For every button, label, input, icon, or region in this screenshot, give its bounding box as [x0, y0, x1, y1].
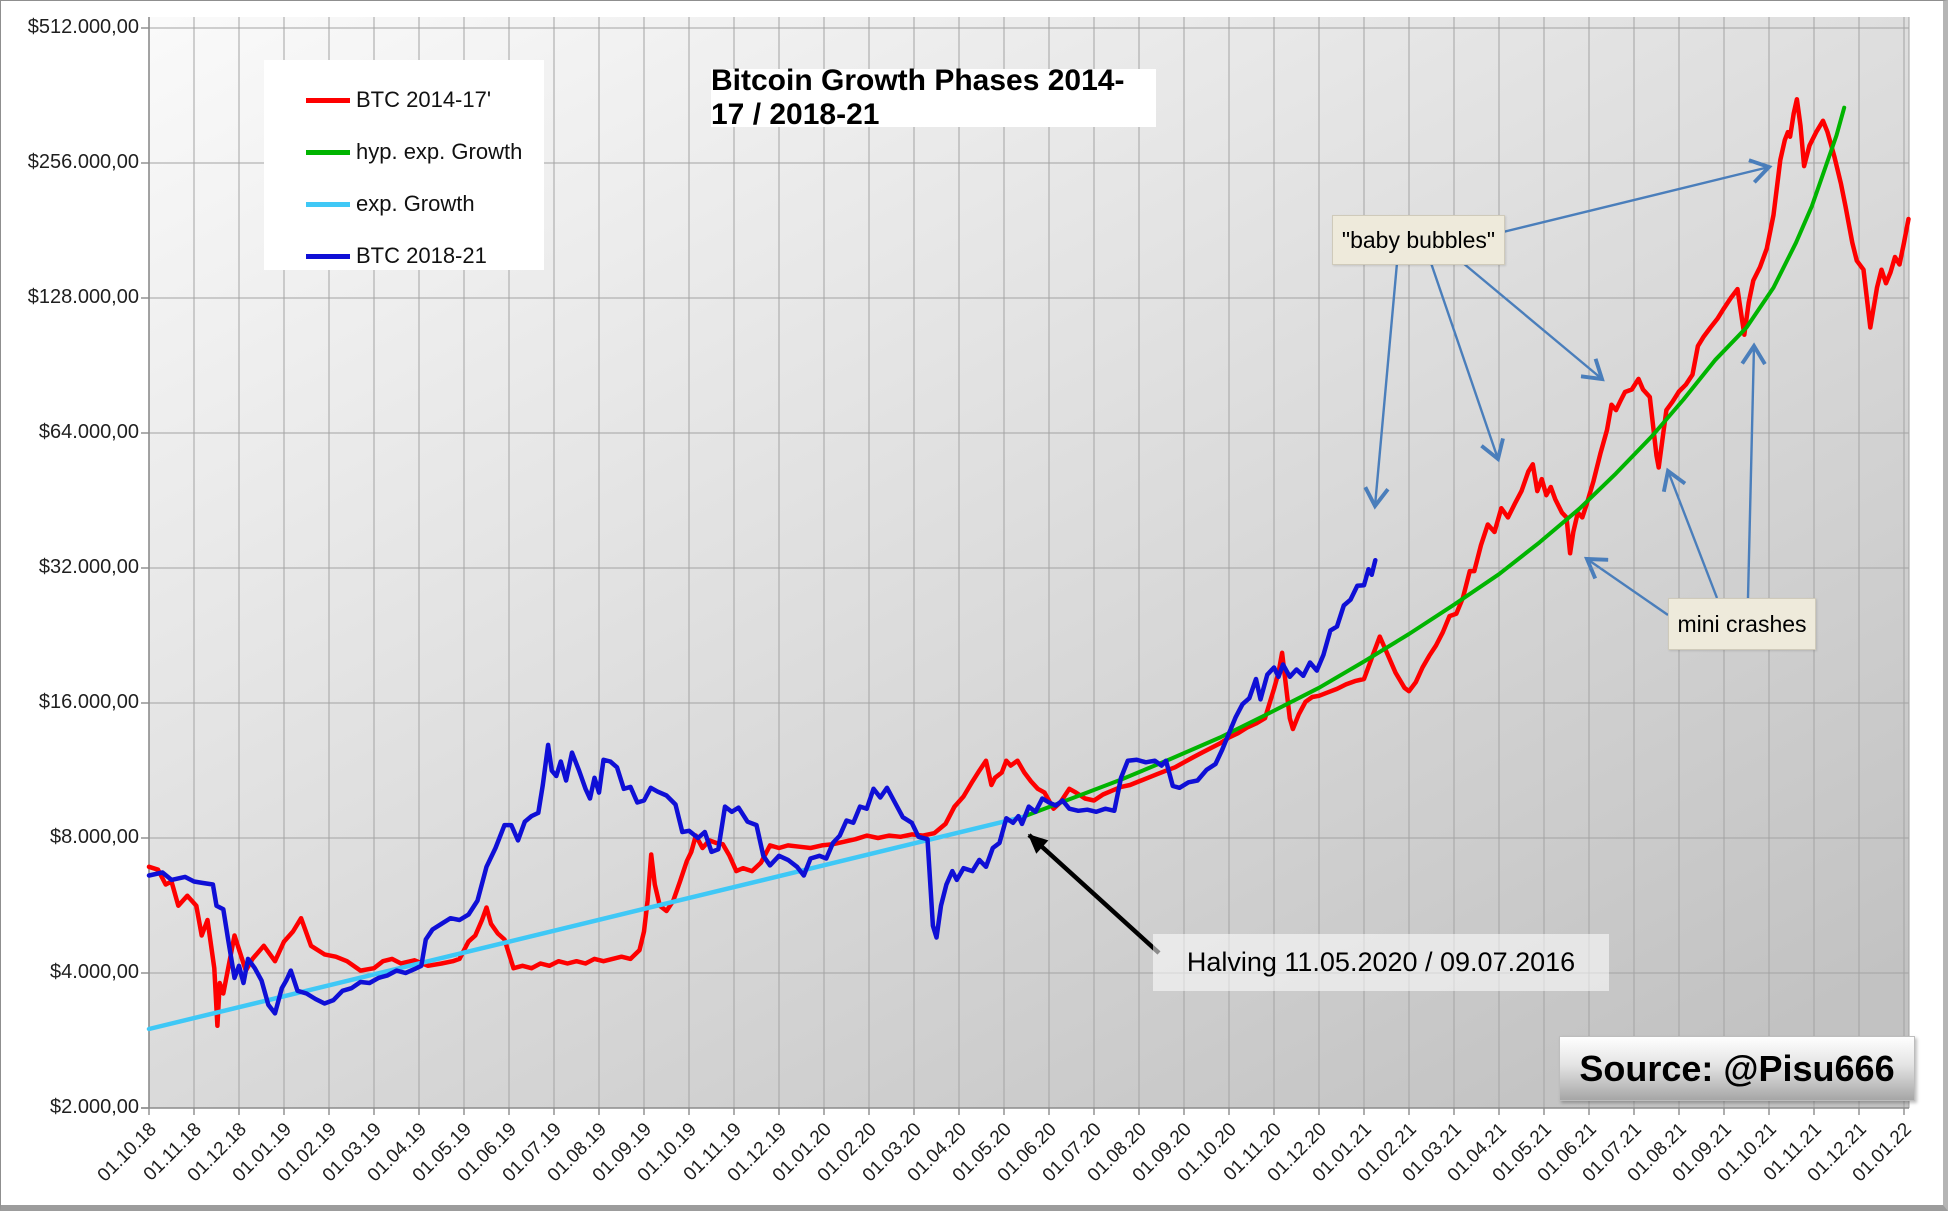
legend-swatch-blue [306, 253, 350, 259]
legend: BTC 2014-17' hyp. exp. Growth exp. Growt… [264, 60, 544, 270]
legend-swatch-green [306, 149, 350, 155]
legend-swatch-red [306, 97, 350, 103]
source-text: Source: @Pisu666 [1579, 1047, 1895, 1089]
annotation-arrow-blue [1502, 167, 1769, 234]
legend-item-btc-2018-21: BTC 2018-21 [306, 230, 544, 282]
source-box: Source: @Pisu666 [1559, 1036, 1915, 1101]
annotation-arrow-blue [1375, 262, 1399, 506]
y-axis-label: $512.000,00 [27, 16, 139, 38]
y-axis-label: $64.000,00 [38, 421, 139, 443]
legend-label: BTC 2018-21 [356, 243, 487, 268]
y-axis-label: $8.000,00 [50, 826, 139, 848]
y-axis-label: $2.000,00 [50, 1096, 139, 1118]
legend-swatch-cyan [306, 201, 350, 207]
legend-label: exp. Growth [356, 191, 475, 216]
mini-crashes-text: mini crashes [1677, 610, 1807, 637]
chart-title-box: Bitcoin Growth Phases 2014-17 / 2018-21 [711, 64, 1156, 131]
y-axis-label: $32.000,00 [38, 556, 139, 578]
annotation-arrows [1027, 167, 1769, 955]
legend-item-btc-2014-17: BTC 2014-17' [306, 74, 544, 126]
baby-bubbles-callout: "baby bubbles" [1332, 215, 1505, 265]
baby-bubbles-text: "baby bubbles" [1341, 226, 1496, 253]
halving-text: Halving 11.05.2020 / 09.07.2016 [1186, 947, 1576, 977]
series-line-btc-2018-21 [146, 557, 1378, 1016]
legend-item-exp-growth: exp. Growth [306, 178, 544, 230]
data-series [146, 97, 1911, 1032]
annotation-arrow-blue [1462, 262, 1602, 379]
y-axis-label: $128.000,00 [27, 286, 139, 308]
annotation-arrow-blue [1748, 346, 1754, 599]
legend-label: hyp. exp. Growth [356, 139, 523, 164]
chart-title: Bitcoin Growth Phases 2014-17 / 2018-21 [711, 64, 1125, 131]
annotation-arrow-blue [1429, 262, 1498, 459]
legend-label: BTC 2014-17' [356, 87, 492, 112]
y-axis-label: $16.000,00 [38, 691, 139, 713]
mini-crashes-callout: mini crashes [1668, 598, 1816, 650]
annotation-arrow-blue [1668, 471, 1719, 599]
axes [141, 17, 1909, 1115]
annotation-arrow-blue [1587, 559, 1669, 616]
halving-annotation: Halving 11.05.2020 / 09.07.2016 [1153, 934, 1609, 991]
series-line-btc-2014-17- [146, 97, 1911, 1029]
y-axis-label: $4.000,00 [50, 961, 139, 983]
halving-arrow [1027, 833, 1161, 955]
series-line-exp-growth [146, 814, 1025, 1032]
series-line-hyp-exp-growth [1020, 105, 1847, 820]
legend-item-hyp-exp-growth: hyp. exp. Growth [306, 126, 544, 178]
y-axis-label: $256.000,00 [27, 151, 139, 173]
